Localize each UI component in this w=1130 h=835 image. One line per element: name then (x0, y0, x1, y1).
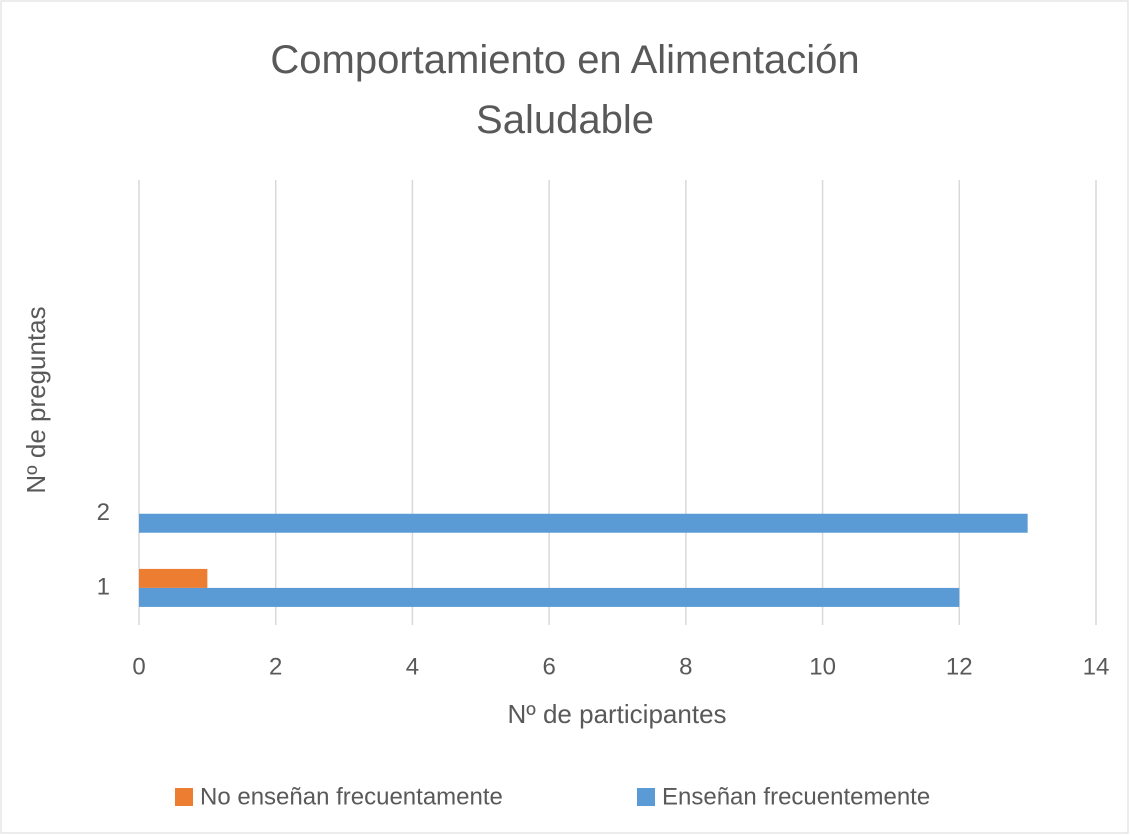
x-tick-label: 8 (679, 653, 692, 680)
x-axis-title: Nº de participantes (507, 699, 726, 729)
legend-label: No enseñan frecuentamente (200, 783, 503, 810)
legend-label: Enseñan frecuentemente (662, 783, 930, 810)
y-tick-label: 1 (97, 573, 110, 600)
x-tick-label: 10 (809, 653, 836, 680)
chart-title: Comportamiento en Alimentación Saludable (270, 38, 860, 142)
bar (139, 568, 208, 588)
y-axis-title: Nº de preguntas (21, 306, 51, 493)
legend-swatch (175, 788, 193, 806)
x-tick-label: 6 (542, 653, 555, 680)
bar (139, 513, 1028, 533)
x-tick-label: 12 (946, 653, 973, 680)
bar (139, 587, 960, 607)
y-tick-label: 2 (97, 499, 110, 526)
x-tick-label: 0 (132, 653, 145, 680)
x-tick-label: 2 (269, 653, 282, 680)
x-tick-label: 4 (406, 653, 419, 680)
x-tick-label: 14 (1083, 653, 1110, 680)
legend-swatch (637, 788, 655, 806)
